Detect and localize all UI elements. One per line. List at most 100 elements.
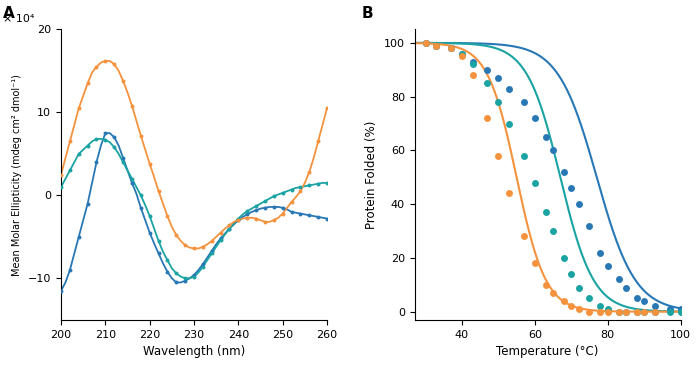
Point [456, 53, 468, 59]
Point [171, 270, 182, 276]
Point [100, 137, 111, 143]
Point [162, 257, 173, 263]
Point [639, 309, 650, 315]
Point [529, 115, 540, 121]
Point [109, 61, 120, 67]
Point [584, 223, 595, 228]
Point [206, 250, 217, 256]
Point [55, 184, 66, 190]
Point [595, 250, 606, 256]
Point [162, 269, 173, 274]
Point [286, 187, 297, 192]
Point [602, 309, 614, 315]
Point [595, 303, 606, 309]
Point [519, 234, 530, 239]
Point [445, 45, 456, 51]
Point [126, 176, 138, 182]
Point [639, 298, 650, 304]
Point [91, 136, 102, 142]
Point [179, 242, 191, 248]
Point [232, 217, 244, 223]
Point [613, 309, 624, 315]
Point [64, 267, 75, 273]
Point [602, 306, 614, 312]
Point [529, 260, 540, 266]
Point [313, 214, 324, 220]
Point [215, 237, 226, 243]
Point [431, 43, 442, 49]
Point [144, 161, 155, 167]
Point [573, 285, 584, 291]
Point [295, 211, 306, 216]
Point [558, 298, 570, 304]
Point [82, 143, 94, 149]
Point [260, 205, 271, 211]
Point [82, 80, 94, 86]
Point [55, 172, 66, 177]
Point [664, 309, 675, 315]
Y-axis label: Protein Folded (%): Protein Folded (%) [365, 120, 378, 229]
Point [295, 188, 306, 194]
Point [304, 212, 315, 218]
Point [251, 207, 262, 213]
Point [493, 153, 504, 159]
Point [493, 99, 504, 105]
Point [468, 61, 479, 67]
Point [504, 191, 515, 196]
Point [55, 288, 66, 294]
Text: B: B [362, 6, 373, 21]
Point [584, 295, 595, 301]
Point [631, 309, 642, 315]
Point [295, 184, 306, 190]
Point [188, 272, 200, 278]
Point [215, 230, 226, 235]
Point [468, 72, 479, 78]
Point [649, 309, 660, 315]
Point [468, 59, 479, 65]
Point [573, 201, 584, 207]
Point [215, 235, 226, 241]
Point [482, 67, 493, 73]
Point [268, 217, 279, 223]
Point [91, 159, 102, 165]
Point [171, 232, 182, 238]
Point [540, 282, 551, 288]
Point [286, 199, 297, 205]
Point [277, 211, 288, 216]
Point [595, 309, 606, 315]
X-axis label: Temperature (°C): Temperature (°C) [496, 345, 599, 358]
Point [260, 198, 271, 204]
Point [232, 217, 244, 223]
Point [73, 151, 84, 157]
Point [547, 147, 558, 153]
Point [529, 180, 540, 185]
Point [649, 303, 660, 309]
Point [100, 130, 111, 136]
X-axis label: Wavelength (nm): Wavelength (nm) [143, 345, 245, 358]
Point [232, 216, 244, 222]
Point [445, 45, 456, 51]
Point [144, 213, 155, 219]
Point [198, 244, 209, 250]
Y-axis label: Mean Molar Ellipticity (mdeg cm² dmol⁻¹): Mean Molar Ellipticity (mdeg cm² dmol⁻¹) [13, 74, 22, 276]
Point [675, 306, 686, 312]
Point [482, 80, 493, 86]
Point [251, 216, 262, 222]
Point [456, 51, 468, 57]
Point [153, 188, 164, 194]
Point [304, 169, 315, 175]
Point [573, 306, 584, 312]
Point [286, 209, 297, 215]
Point [664, 306, 675, 312]
Point [171, 280, 182, 285]
Point [153, 250, 164, 256]
Point [631, 309, 642, 315]
Point [91, 64, 102, 70]
Point [251, 203, 262, 209]
Point [420, 40, 431, 46]
Point [188, 274, 200, 280]
Point [649, 309, 660, 315]
Point [260, 219, 271, 225]
Point [162, 213, 173, 219]
Point [206, 238, 217, 244]
